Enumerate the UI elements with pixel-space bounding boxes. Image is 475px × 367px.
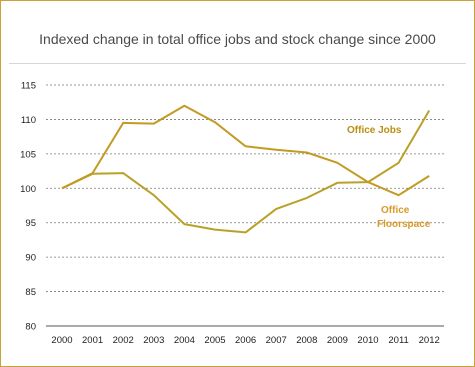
series-label-office-jobs: Office Jobs xyxy=(347,125,402,136)
x-tick-label-2003: 2003 xyxy=(143,335,164,346)
x-tick-label-2011: 2011 xyxy=(388,335,408,346)
x-tick-label-2008: 2008 xyxy=(296,335,317,346)
x-axis-ticks: 2000 2001 2002 2003 2004 2005 2006 2007 2008 2009… xyxy=(51,335,439,346)
x-tick-label-2012: 2012 xyxy=(419,335,440,346)
series-line-office-floorspace xyxy=(61,104,430,197)
y-tick-label-110: 110 xyxy=(21,115,36,126)
chart-title: Indexed change in total office jobs and … xyxy=(39,31,436,47)
y-tick-label-95: 95 xyxy=(25,218,36,229)
y-axis-ticks: 80 85 90 95 100 105 110 115 xyxy=(20,81,36,333)
y-tick-label-115: 115 xyxy=(21,81,36,92)
y-tick-label-100: 100 xyxy=(20,184,36,195)
series-labels: Office Jobs Office Floorspace xyxy=(347,125,431,230)
series-lines xyxy=(61,104,431,234)
x-tick-label-2009: 2009 xyxy=(327,335,348,346)
grid-lines xyxy=(46,84,444,327)
x-tick-label-2006: 2006 xyxy=(235,335,256,346)
x-tick-label-2000: 2000 xyxy=(51,335,72,346)
y-tick-label-80: 80 xyxy=(25,322,36,333)
y-tick-label-85: 85 xyxy=(25,287,36,298)
x-tick-label-2001: 2001 xyxy=(82,335,103,346)
series-label-office-floorspace-line1: Office xyxy=(381,205,410,216)
x-tick-label-2004: 2004 xyxy=(174,335,195,346)
y-tick-label-105: 105 xyxy=(20,149,36,160)
series-label-office-floorspace-line2: Floorspace xyxy=(377,219,431,230)
title-divider xyxy=(9,63,466,64)
x-tick-label-2010: 2010 xyxy=(357,335,378,346)
x-tick-label-2005: 2005 xyxy=(204,335,225,346)
y-tick-label-90: 90 xyxy=(25,253,36,264)
x-tick-label-2002: 2002 xyxy=(113,335,134,346)
x-tick-label-2007: 2007 xyxy=(266,335,287,346)
